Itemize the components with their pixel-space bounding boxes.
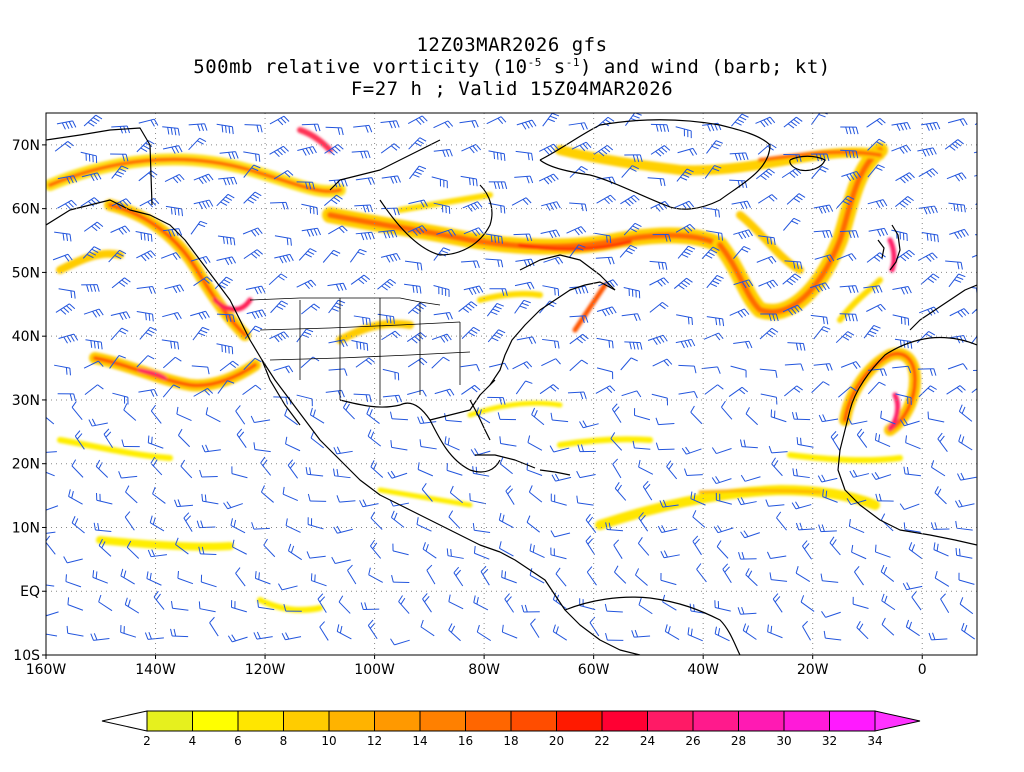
colorbar-label: 4 (189, 734, 197, 748)
lon-label: 40W (687, 662, 719, 678)
colorbar-label: 24 (640, 734, 655, 748)
longitude-labels: 160W 140W 120W 100W 80W 60W 40W 20W 0 (26, 655, 927, 678)
colorbar-swatch (557, 711, 603, 731)
colorbar-swatch (784, 711, 830, 731)
colorbar-swatch (693, 711, 739, 731)
lat-label: 60N (12, 202, 40, 218)
lon-label: 60W (578, 662, 610, 678)
lat-label: 70N (12, 138, 40, 154)
colorbar-label: 8 (280, 734, 288, 748)
colorbar-swatch (375, 711, 421, 731)
colorbar-swatch (420, 711, 466, 731)
colorbar-swatch (648, 711, 694, 731)
colorbar-label: 12 (367, 734, 382, 748)
lat-label: 40N (12, 329, 40, 345)
lat-label: 20N (12, 457, 40, 473)
colorbar-label: 14 (412, 734, 427, 748)
colorbar-label: 18 (503, 734, 518, 748)
colorbar-over-arrow (875, 711, 920, 731)
colorbar-swatch (466, 711, 512, 731)
colorbar-swatch (739, 711, 785, 731)
lon-label: 160W (26, 662, 67, 678)
lat-label: 30N (12, 393, 40, 409)
colorbar-label: 16 (458, 734, 473, 748)
colorbar-label: 32 (822, 734, 837, 748)
colorbar-swatch (329, 711, 375, 731)
colorbar-under-arrow (102, 711, 147, 731)
wind-barb (975, 116, 994, 127)
colorbar-label: 26 (685, 734, 700, 748)
colorbar-label: 6 (234, 734, 242, 748)
colorbar-label: 28 (731, 734, 746, 748)
colorbar-swatch (238, 711, 284, 731)
colorbar-label: 2 (143, 734, 151, 748)
colorbar-label: 22 (594, 734, 609, 748)
lat-label: 50N (12, 265, 40, 281)
lon-label: 80W (468, 662, 500, 678)
colorbar-swatch (602, 711, 648, 731)
colorbar-swatch (830, 711, 876, 731)
colorbar-label: 10 (321, 734, 336, 748)
lat-label: 10N (12, 520, 40, 536)
lon-label: 120W (245, 662, 286, 678)
colorbar-swatch (284, 711, 330, 731)
wind-barb (976, 194, 994, 205)
colorbar-swatch (511, 711, 557, 731)
lon-label: 20W (797, 662, 829, 678)
lon-label: 0 (918, 662, 927, 678)
lat-label: EQ (20, 584, 40, 600)
colorbar-swatch (147, 711, 193, 731)
wind-barb (975, 235, 992, 244)
colorbar-label: 20 (549, 734, 564, 748)
lon-label: 140W (135, 662, 176, 678)
colorbar-swatch (193, 711, 239, 731)
colorbar-label: 34 (867, 734, 882, 748)
lon-label: 100W (354, 662, 395, 678)
colorbar-label: 30 (776, 734, 791, 748)
